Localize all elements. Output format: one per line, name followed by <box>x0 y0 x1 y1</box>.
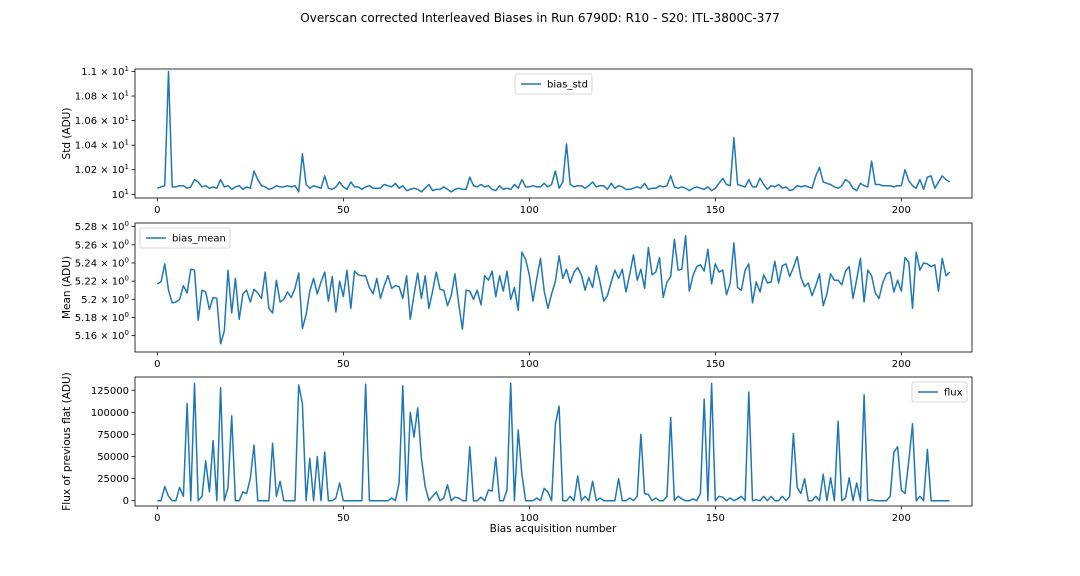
y-tick-label: 25000 <box>97 474 129 485</box>
legend: bias_std <box>514 73 593 95</box>
y-tick-label: 1.08 × 101 <box>75 90 129 103</box>
y-tick-label: 5.22 × 100 <box>75 275 129 288</box>
x-tick-label: 0 <box>154 359 160 370</box>
y-axis-label: Mean (ADU) <box>61 256 73 319</box>
y-tick-label: 5.16 × 100 <box>75 329 129 342</box>
y-tick-label: 5.24 × 100 <box>75 256 129 269</box>
x-tick-label: 150 <box>706 359 725 370</box>
y-axis-label: Flux of previous flat (ADU) <box>61 372 73 511</box>
legend-label: bias_mean <box>172 234 226 245</box>
x-tick-label: 150 <box>706 205 725 216</box>
y-tick-label: 1.06 × 101 <box>75 114 129 127</box>
axes-frame <box>134 222 973 353</box>
x-tick-label: 100 <box>520 205 539 216</box>
x-axis-label: Bias acquisition number <box>490 523 617 535</box>
x-tick-label: 100 <box>520 359 539 370</box>
legend-label: flux <box>944 388 963 399</box>
legend-box <box>514 73 593 95</box>
figure-title: Overscan corrected Interleaved Biases in… <box>300 11 779 25</box>
axes-frame <box>134 68 973 199</box>
x-tick-label: 200 <box>892 359 911 370</box>
x-tick-label: 200 <box>892 205 911 216</box>
subplot-2: 0 50 100 150 200 5.16 × 100 5.18 × 100 5.2 × 10… <box>61 220 973 370</box>
x-tick-label: 50 <box>337 513 350 524</box>
y-axis-label: Std (ADU) <box>61 108 73 160</box>
x-tick-label: 100 <box>520 513 539 524</box>
legend: flux <box>911 381 968 403</box>
legend-box <box>139 227 231 249</box>
y-tick-label: 125000 <box>91 386 129 397</box>
series-line-bias_mean <box>156 234 951 345</box>
y-tick-label: 1.02 × 101 <box>75 163 129 176</box>
y-tick-label: 0 <box>123 496 129 507</box>
legend-box <box>911 381 968 403</box>
y-tick-label: 5.28 × 100 <box>75 220 129 233</box>
series-line-bias_std <box>157 70 951 193</box>
x-tick-label: 50 <box>337 205 350 216</box>
y-tick-label: 1.1 × 101 <box>81 65 129 78</box>
x-tick-label: 0 <box>154 205 160 216</box>
y-tick-label: 100000 <box>91 408 129 419</box>
subplot-3: 0 50 100 150 200 0 25000 50000 75000 100000 125000… <box>61 372 973 524</box>
series-line-flux <box>157 382 950 502</box>
x-tick-label: 50 <box>337 359 350 370</box>
x-tick-label: 0 <box>154 513 160 524</box>
legend-label: bias_std <box>547 80 588 91</box>
y-tick-label: 5.2 × 100 <box>81 293 129 306</box>
y-tick-label: 5.18 × 100 <box>75 311 129 324</box>
y-tick-label: 101 <box>112 188 129 201</box>
y-tick-label: 50000 <box>97 452 129 463</box>
y-tick-label: 5.26 × 100 <box>75 238 129 251</box>
x-tick-label: 150 <box>706 513 725 524</box>
y-tick-label: 75000 <box>97 430 129 441</box>
axes-frame <box>134 376 973 507</box>
y-tick-label: 1.04 × 101 <box>75 139 129 152</box>
x-tick-label: 200 <box>892 513 911 524</box>
subplot-1: 0 50 100 150 200 101 1.02 × 101 1.04 × 101 1.06 … <box>61 65 973 216</box>
legend: bias_mean <box>139 227 231 249</box>
